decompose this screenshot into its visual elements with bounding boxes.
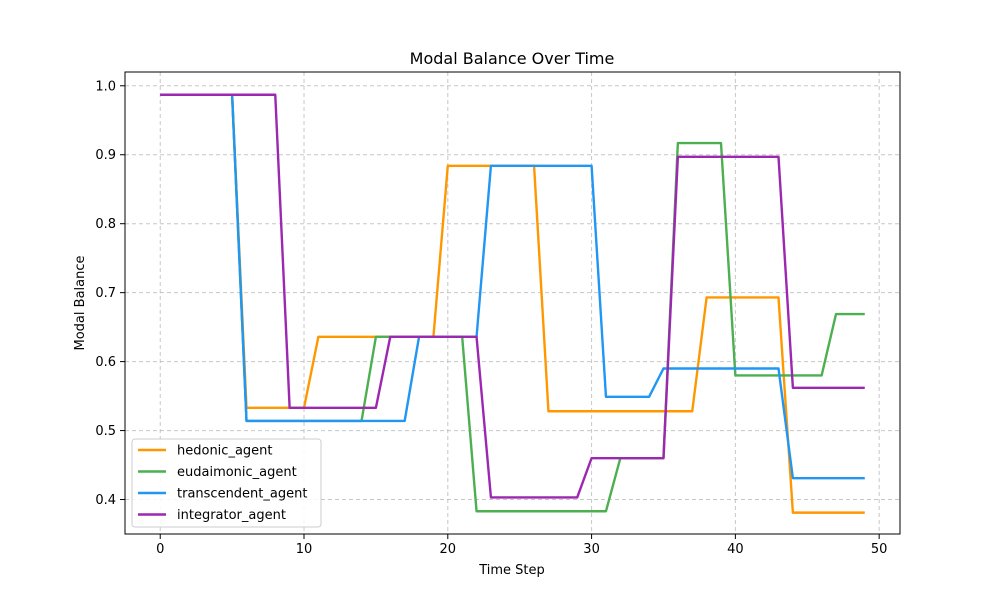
y-axis-label: Modal Balance [73, 256, 88, 351]
series-line-transcendent-agent [160, 93, 865, 480]
x-tick-label: 30 [583, 542, 600, 557]
x-tick-label: 40 [727, 542, 744, 557]
legend-label-eudaimonic-agent: eudaimonic_agent [177, 465, 297, 480]
series-line-integrator-agent [160, 93, 865, 499]
plot-area-frame [124, 71, 901, 535]
x-tick-label: 0 [156, 542, 164, 557]
legend-label-transcendent-agent: transcendent_agent [177, 487, 307, 502]
y-tick-label: 0.7 [95, 286, 116, 301]
legend: hedonic_agent eudaimonic_agent transcenden… [131, 438, 322, 528]
y-tick-label: 0.9 [95, 148, 116, 163]
y-tick-label: 0.8 [95, 217, 116, 232]
x-axis-label: Time Step [478, 563, 545, 578]
legend-label-hedonic-agent: hedonic_agent [177, 444, 273, 459]
y-axis-ticks: 0.4 0.5 0.6 0.7 0.8 0.9 1.0 [95, 79, 125, 508]
x-tick-label: 50 [871, 542, 888, 557]
chart-title: Modal Balance Over Time [410, 49, 615, 68]
y-tick-label: 1.0 [95, 79, 116, 94]
x-axis-ticks: 0 10 20 30 40 50 [156, 534, 887, 557]
grid [125, 72, 900, 534]
y-tick-label: 0.4 [95, 493, 116, 508]
legend-box [131, 438, 322, 528]
x-tick-label: 20 [440, 542, 457, 557]
y-tick-label: 0.6 [95, 355, 116, 370]
legend-label-integrator-agent: integrator_agent [177, 508, 286, 523]
y-tick-label: 0.5 [95, 424, 116, 439]
series-lines [160, 93, 865, 514]
x-tick-label: 10 [296, 542, 313, 557]
